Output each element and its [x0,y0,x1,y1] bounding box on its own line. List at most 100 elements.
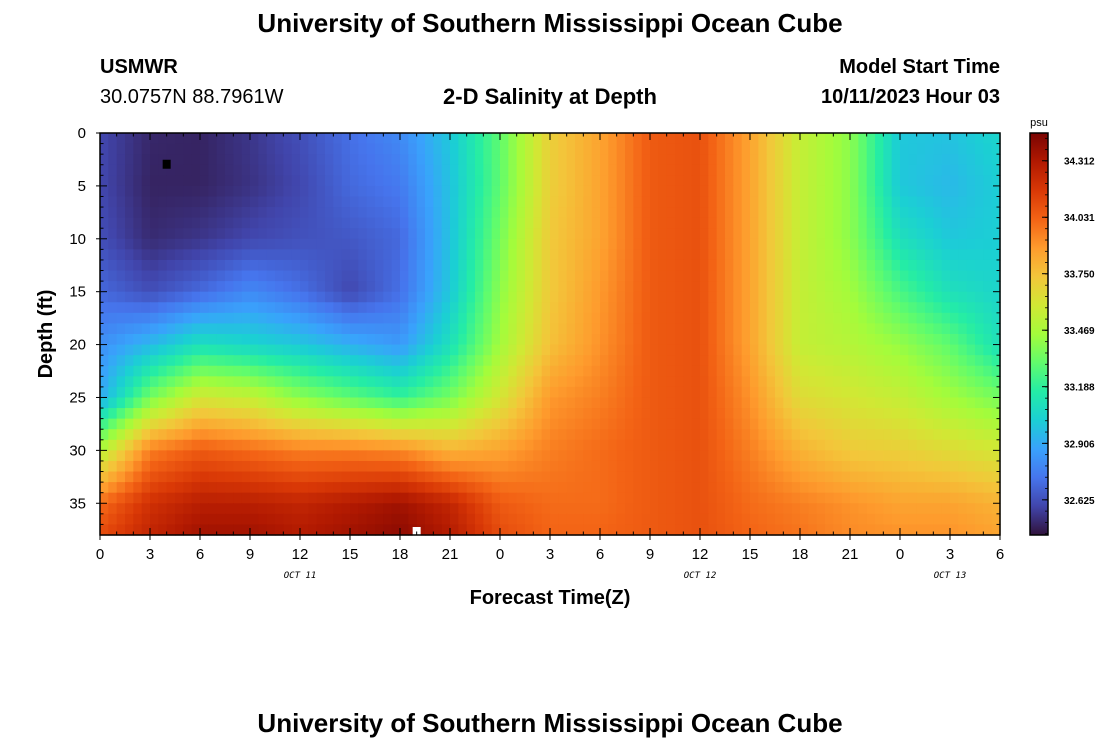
heatmap-cell [275,312,284,325]
heatmap-cell [616,460,626,473]
heatmap-cell [725,154,734,166]
heatmap-cell [816,154,826,166]
heatmap-cell [808,291,818,303]
heatmap-cell [358,143,368,155]
heatmap-cell [683,376,693,388]
heatmap-cell [775,355,784,367]
heatmap-cell [991,397,1001,409]
heatmap-cell [350,513,359,526]
heatmap-cell [233,133,243,145]
heatmap-cell [991,376,1001,388]
heatmap-cell [741,196,751,208]
heatmap-cell [783,164,793,176]
heatmap-cell [250,143,259,155]
heatmap-cell [658,355,668,367]
heatmap-cell [491,207,501,219]
heatmap-cell [375,386,384,399]
heatmap-cell [758,418,768,430]
heatmap-cell [558,154,568,166]
heatmap-cell [725,344,734,356]
heatmap-cell [850,217,859,229]
heatmap-cell [116,302,126,314]
heatmap-cell [908,164,918,176]
heatmap-cell [316,323,326,335]
heatmap-cell [266,323,276,335]
heatmap-cell [566,344,576,356]
heatmap-cell [391,492,401,504]
heatmap-cell [483,228,493,240]
heatmap-cell [675,450,684,462]
heatmap-cell [575,503,584,515]
heatmap-cell [900,355,909,367]
heatmap-cell [125,471,134,483]
heatmap-cell [416,259,426,272]
heatmap-cell [608,249,618,261]
heatmap-cell [566,429,576,441]
heatmap-cell [125,154,134,166]
heatmap-cell [908,312,918,325]
heatmap-cell [825,164,834,176]
heatmap-cell [800,154,809,166]
heatmap-cell [991,175,1001,187]
heatmap-cell [733,164,743,176]
heatmap-cell [691,503,701,515]
heatmap-cell [850,503,859,515]
heatmap-cell [658,408,668,420]
heatmap-cell [966,143,976,155]
heatmap-cell [466,344,476,356]
heatmap-cell [683,196,693,208]
heatmap-cell [891,238,901,250]
heatmap-cell [308,376,318,388]
heatmap-cell [925,259,934,272]
heatmap-cell [991,207,1001,219]
heatmap-cell [516,408,526,420]
heatmap-cell [741,185,751,198]
heatmap-cell [458,291,468,303]
heatmap-cell [100,185,109,198]
heatmap-cell [158,249,168,261]
heatmap-cell [333,376,343,388]
heatmap-cell [375,270,384,282]
heatmap-cell [358,397,368,409]
heatmap-cell [241,376,251,388]
heatmap-cell [341,228,351,240]
heatmap-cell [366,492,376,504]
heatmap-cell [875,482,884,494]
heatmap-cell [191,143,201,155]
heatmap-cell [375,397,384,409]
heatmap-cell [383,217,393,229]
heatmap-cell [966,334,976,346]
heatmap-cell [200,196,209,208]
heatmap-cell [591,312,601,325]
heatmap-cell [175,175,184,187]
heatmap-cell [666,164,676,176]
heatmap-cell [250,471,259,483]
heatmap-cell [433,492,443,504]
heatmap-cell [533,344,543,356]
heatmap-cell [108,386,118,399]
heatmap-cell [733,344,743,356]
heatmap-cell [466,196,476,208]
heatmap-cell [266,133,276,145]
heatmap-cell [308,228,318,240]
heatmap-cell [883,513,893,526]
heatmap-cell [558,133,568,145]
heatmap-cell [708,238,718,250]
heatmap-cell [591,196,601,208]
heatmap-cell [383,249,393,261]
heatmap-cell [233,344,243,356]
heatmap-cell [916,524,926,536]
heatmap-cell [500,259,509,272]
heatmap-cell [583,291,593,303]
heatmap-cell [183,492,193,504]
heatmap-cell [116,238,126,250]
heatmap-cell [925,355,934,367]
heatmap-cell [550,175,559,187]
heatmap-cell [350,323,359,335]
heatmap-cell [166,397,176,409]
heatmap-cell [208,312,218,325]
heatmap-cell [225,418,234,430]
heatmap-cell [816,365,826,377]
heatmap-cell [883,323,893,335]
heatmap-cell [508,376,518,388]
